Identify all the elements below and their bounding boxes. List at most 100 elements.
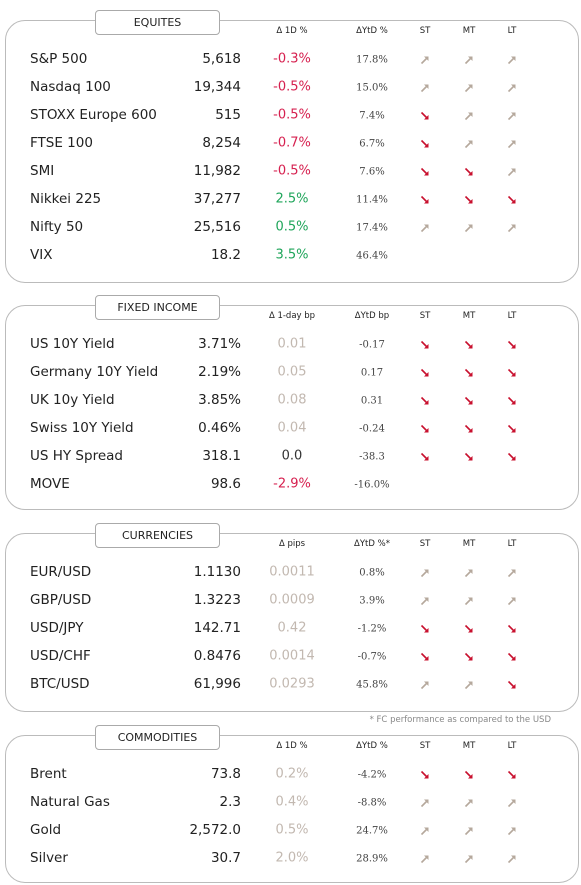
- row-change: 0.01: [277, 336, 307, 352]
- trend-arrow: [420, 799, 429, 808]
- column-header: MT: [462, 741, 476, 751]
- trend-arrow: [420, 827, 429, 836]
- trend-arrow: [507, 140, 516, 149]
- row-value: 73.8: [210, 766, 241, 782]
- row-value: 30.7: [210, 850, 241, 866]
- trend-arrow: [420, 624, 429, 633]
- section-box: [5, 20, 579, 283]
- row-change: 0.05: [277, 364, 307, 380]
- trend-arrow: [420, 452, 429, 461]
- trend-arrow: [464, 84, 473, 93]
- row-change: 0.0009: [269, 592, 315, 608]
- row-ytd: -0.24: [359, 423, 385, 435]
- row-name: Nifty 50: [30, 219, 84, 235]
- trend-arrow: [507, 424, 516, 433]
- trend-arrow: [464, 569, 473, 578]
- row-change: 0.04: [277, 420, 307, 436]
- trend-arrow: [464, 452, 473, 461]
- trend-arrow: [420, 597, 429, 606]
- section-box: [5, 735, 579, 883]
- row-change: 0.0: [281, 448, 303, 464]
- footnote: * FC performance as compared to the USD: [369, 715, 551, 725]
- trend-arrow: [507, 799, 516, 808]
- row-change: -2.9%: [273, 476, 311, 492]
- trend-arrow: [507, 680, 516, 689]
- row-value: 8,254: [202, 135, 241, 151]
- row-ytd: 17.8%: [356, 54, 388, 66]
- trend-arrow: [420, 195, 429, 204]
- trend-arrow: [464, 624, 473, 633]
- section-title: CURRENCIES: [95, 523, 220, 548]
- trend-arrow: [507, 168, 516, 177]
- row-change: -0.7%: [273, 135, 311, 151]
- trend-arrow: [464, 140, 473, 149]
- column-header: LT: [507, 539, 517, 549]
- row-change: 0.5%: [275, 219, 309, 235]
- row-name: VIX: [30, 247, 53, 263]
- trend-arrow: [464, 368, 473, 377]
- row-ytd: -0.17: [359, 339, 385, 351]
- row-value: 3.71%: [198, 336, 241, 352]
- row-change: -0.3%: [273, 51, 311, 67]
- row-ytd: -4.2%: [357, 769, 387, 781]
- trend-arrow: [507, 112, 516, 121]
- trend-arrow: [464, 597, 473, 606]
- row-ytd: 24.7%: [356, 825, 388, 837]
- row-ytd: -1.2%: [357, 623, 387, 635]
- row-value: 515: [215, 107, 241, 123]
- section-title: FIXED INCOME: [95, 295, 220, 320]
- trend-arrow: [420, 424, 429, 433]
- column-header: Δ 1D %: [276, 741, 308, 751]
- column-header: ST: [419, 311, 431, 321]
- row-name: S&P 500: [30, 51, 88, 67]
- trend-arrow: [507, 452, 516, 461]
- row-value: 1.1130: [193, 564, 241, 580]
- trend-arrow: [507, 652, 516, 661]
- row-ytd: 17.4%: [356, 222, 388, 234]
- column-header: MT: [462, 26, 476, 36]
- row-change: 2.0%: [275, 850, 309, 866]
- column-header: Δ pips: [278, 539, 306, 549]
- column-header: MT: [462, 311, 476, 321]
- row-value: 2.3: [219, 794, 241, 810]
- row-value: 98.6: [210, 476, 241, 492]
- trend-arrow: [507, 84, 516, 93]
- column-header: MT: [462, 539, 476, 549]
- row-change: -0.5%: [273, 79, 311, 95]
- row-ytd: 0.8%: [359, 567, 385, 579]
- column-header: ΔYtD %: [356, 26, 388, 36]
- trend-arrow: [420, 167, 429, 176]
- trend-arrow: [420, 855, 429, 864]
- row-change: -0.5%: [273, 107, 311, 123]
- trend-arrow: [464, 340, 473, 349]
- trend-arrow: [420, 111, 429, 120]
- trend-arrow: [464, 827, 473, 836]
- column-header: ΔYtD bp: [354, 311, 390, 321]
- trend-arrow: [464, 799, 473, 808]
- row-name: Gold: [30, 822, 62, 838]
- section-title: COMMODITIES: [95, 725, 220, 750]
- row-name: USD/CHF: [30, 648, 91, 664]
- trend-arrow: [507, 340, 516, 349]
- trend-arrow: [420, 569, 429, 578]
- row-value: 3.85%: [198, 392, 241, 408]
- trend-arrow: [464, 770, 473, 779]
- trend-arrow: [507, 827, 516, 836]
- row-ytd: -8.8%: [357, 797, 387, 809]
- row-value: 1.3223: [193, 592, 241, 608]
- row-ytd: 7.4%: [359, 110, 385, 122]
- row-change: 0.4%: [275, 794, 309, 810]
- trend-arrow: [507, 368, 516, 377]
- row-name: USD/JPY: [30, 620, 84, 636]
- row-ytd: 7.6%: [359, 166, 385, 178]
- row-ytd: -0.7%: [357, 651, 387, 663]
- trend-arrow: [507, 624, 516, 633]
- row-change: 3.5%: [275, 247, 309, 263]
- row-ytd: -16.0%: [354, 479, 390, 491]
- row-value: 37,277: [193, 191, 241, 207]
- trend-arrow: [507, 597, 516, 606]
- column-header: ST: [419, 741, 431, 751]
- trend-arrow: [507, 569, 516, 578]
- row-change: -0.5%: [273, 163, 311, 179]
